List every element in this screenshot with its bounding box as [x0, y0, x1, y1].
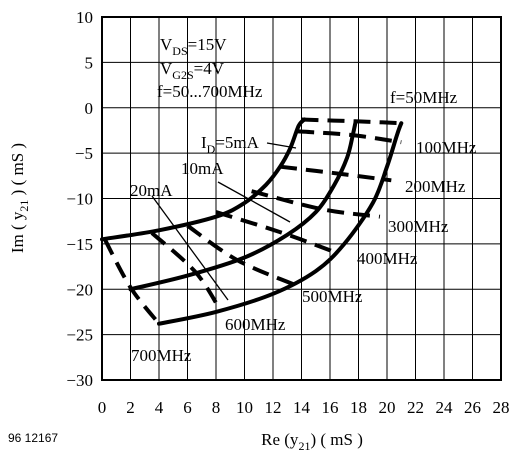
- y-tick-label: −5: [75, 144, 93, 163]
- current-curve: [128, 119, 358, 292]
- figure-code: 96 12167: [8, 431, 58, 445]
- y-tick-labels: 10 5 0 −5 −10 −15 −20 −25 −30: [66, 8, 93, 390]
- grid: [102, 17, 501, 380]
- x-tick-label: 28: [493, 398, 510, 417]
- x-tick-label: 6: [183, 398, 192, 417]
- y-tick-label: −25: [66, 326, 93, 345]
- label-leaders: [151, 142, 297, 301]
- x-tick-label: 26: [464, 398, 481, 417]
- frequency-line: [301, 117, 402, 126]
- current-curve: [100, 117, 307, 242]
- frequency-label: 100MHz: [416, 138, 477, 157]
- y-tick-label: −20: [66, 280, 93, 299]
- x-tick-label: 16: [322, 398, 339, 417]
- x-tick-label: 12: [265, 398, 282, 417]
- current-label: ID=5mA: [201, 133, 260, 156]
- current-label: 10mA: [181, 159, 224, 178]
- x-tick-label: 8: [212, 398, 221, 417]
- curve-labels: f=50MHz 100MHz 200MHz 300MHz 400MHz 500MHz 600…: [130, 88, 477, 365]
- frequency-label: 200MHz: [405, 177, 466, 196]
- label-leader: [217, 181, 291, 223]
- frequency-line: [297, 129, 402, 145]
- x-tick-label: 20: [379, 398, 396, 417]
- condition-vds: VDS=15V: [160, 35, 227, 58]
- x-tick-label: 4: [155, 398, 164, 417]
- y-axis-label: Im ( y21 ) ( mS ): [8, 143, 31, 253]
- x-tick-label: 18: [350, 398, 367, 417]
- y-tick-label: 0: [85, 99, 94, 118]
- x-tick-label: 22: [407, 398, 424, 417]
- y-tick-label: −30: [66, 371, 93, 390]
- frequency-line: [103, 238, 161, 325]
- x-tick-label: 2: [126, 398, 135, 417]
- x-tick-labels: 0 2 4 6 8 10 12 14 16 18 20 22 24 26 28: [98, 398, 510, 417]
- y-tick-label: −15: [66, 235, 93, 254]
- x-axis-label: Re (y21) ( mS ): [261, 430, 363, 453]
- label-leader: [151, 195, 229, 301]
- y-tick-label: −10: [66, 190, 93, 209]
- y-tick-label: 5: [85, 53, 94, 72]
- x-tick-label: 24: [436, 398, 454, 417]
- plot-frame: [101, 16, 502, 381]
- condition-frequency-range: f=50...700MHz: [157, 82, 263, 101]
- x-tick-label: 10: [236, 398, 253, 417]
- x-tick-label: 14: [293, 398, 311, 417]
- current-label: 20mA: [130, 181, 173, 200]
- frequency-label: 600MHz: [225, 315, 286, 334]
- current-curve: [157, 121, 404, 326]
- frequency-label: 500MHz: [302, 287, 363, 306]
- label-leader: [266, 142, 297, 149]
- frequency-label: f=50MHz: [390, 88, 458, 107]
- frequency-line: [150, 231, 221, 309]
- frequency-line: [186, 224, 296, 287]
- y-tick-label: 10: [76, 8, 93, 27]
- frequency-line: [215, 210, 338, 255]
- condition-vg2s: VG2S=4V: [160, 59, 225, 82]
- x-tick-label: 0: [98, 398, 107, 417]
- frequency-label: 400MHz: [357, 249, 418, 268]
- frequency-label: 300MHz: [388, 217, 449, 236]
- current-curves: [100, 117, 404, 326]
- frequency-label: 700MHz: [131, 346, 192, 365]
